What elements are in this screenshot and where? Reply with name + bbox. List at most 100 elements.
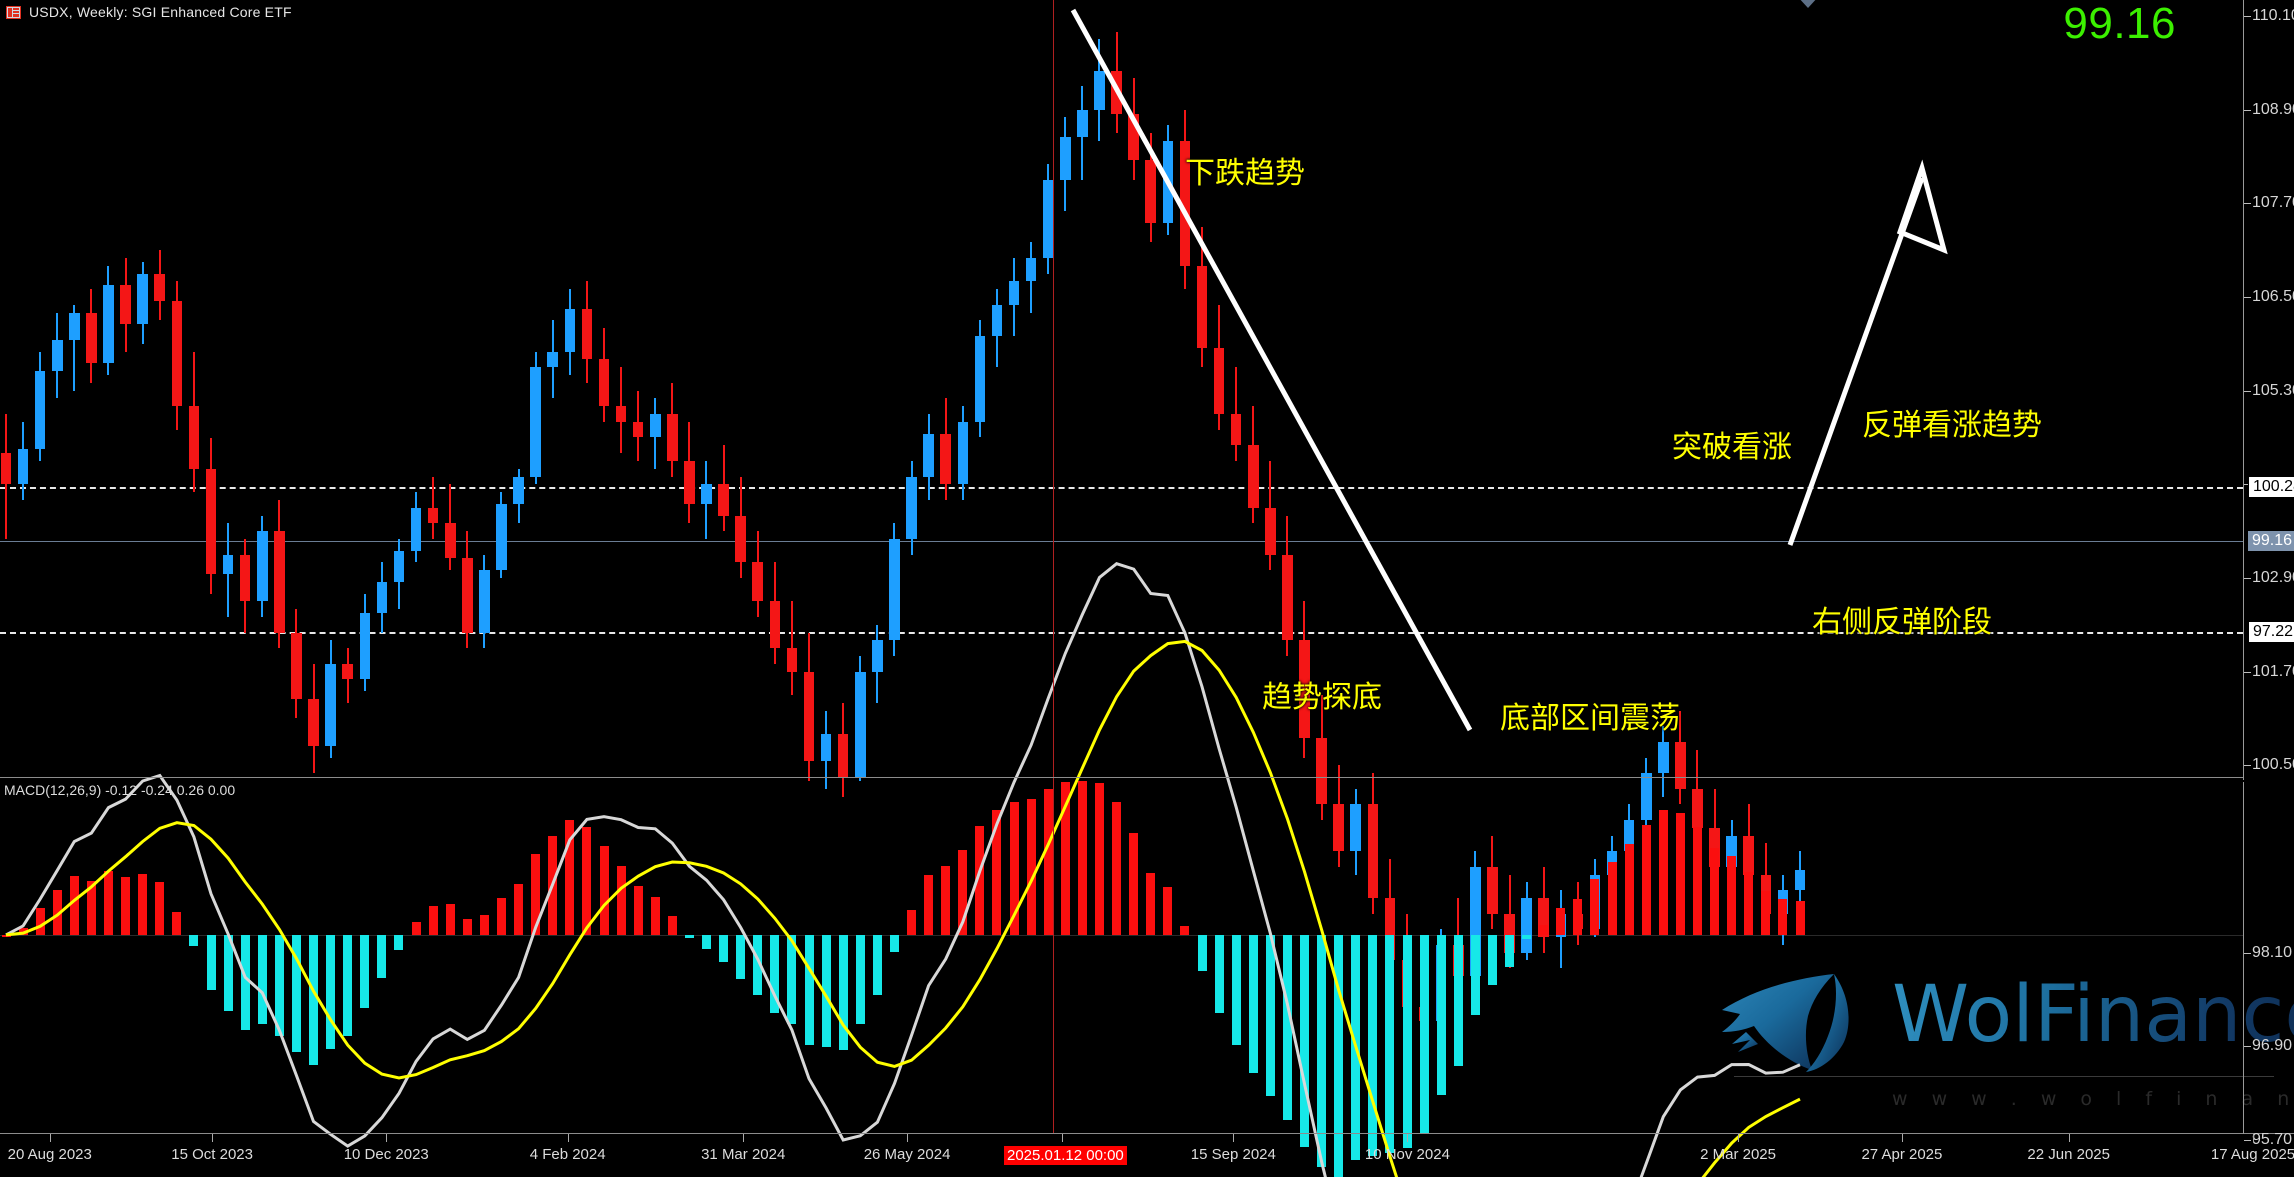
candle-body	[598, 359, 610, 407]
candle-body	[1367, 804, 1379, 898]
macd-histogram-bar	[69, 876, 79, 935]
macd-histogram-bar	[1573, 898, 1583, 935]
candlestick	[308, 663, 319, 774]
price-axis-label: 96.90	[2252, 1037, 2293, 1054]
macd-histogram-bar	[1146, 872, 1156, 935]
date-axis-tick	[1062, 1134, 1064, 1142]
candlestick	[1162, 125, 1174, 235]
macd-histogram-bar	[257, 934, 267, 1024]
macd-histogram-bar	[1487, 934, 1497, 985]
candle-body	[530, 367, 541, 477]
candlestick	[1282, 515, 1293, 657]
price-axis-label: 108.90	[2252, 101, 2294, 118]
macd-histogram-bar	[1351, 934, 1361, 1161]
candle-body	[1145, 160, 1157, 223]
candlestick	[786, 601, 798, 696]
macd-histogram-bar	[975, 826, 985, 935]
macd-histogram-bar	[633, 886, 643, 935]
candlestick	[837, 702, 849, 797]
page-title: USDX, Weekly: SGI Enhanced Core ETF	[29, 4, 292, 20]
macd-histogram-bar	[838, 934, 848, 1050]
candlestick	[598, 328, 610, 422]
macd-histogram-bar	[702, 934, 711, 949]
date-axis-tick	[1738, 1134, 1740, 1142]
candlestick	[1350, 788, 1362, 875]
date-axis-label: 20 Aug 2023	[7, 1146, 92, 1163]
macd-histogram-bar	[309, 934, 319, 1066]
candle-body	[906, 476, 917, 539]
candle-body	[854, 671, 866, 778]
macd-histogram-bar	[138, 874, 148, 935]
macd-histogram-bar	[565, 820, 575, 935]
candle-body	[1060, 136, 1071, 180]
annotation-rebound-bullish: 反弹看涨趋势	[1862, 408, 2042, 443]
pane-divider-bottom	[0, 1133, 2294, 1134]
candle-body	[1640, 773, 1652, 820]
candlestick	[103, 265, 114, 376]
candle-body	[837, 734, 849, 778]
price-axis-tick	[2244, 765, 2251, 766]
macd-histogram-bar	[18, 927, 28, 935]
candlestick	[1128, 78, 1139, 180]
candle-body	[1213, 347, 1225, 415]
macd-histogram-bar	[1556, 908, 1566, 935]
macd-histogram-bar	[1539, 925, 1549, 935]
candle-body	[1162, 140, 1174, 223]
level-price-badge[interactable]: 100.28	[2248, 476, 2294, 498]
macd-histogram-bar	[1, 934, 11, 937]
candle-body	[1008, 281, 1020, 305]
price-axis-tick	[2244, 953, 2251, 954]
macd-histogram-bar	[1710, 847, 1720, 935]
candle-body	[957, 421, 969, 485]
macd-histogram-bar	[360, 934, 370, 1008]
level-price-badge[interactable]: 97.22	[2248, 621, 2294, 643]
pane-divider-top	[0, 777, 2243, 778]
macd-pane[interactable]	[0, 782, 2243, 1132]
candle-body	[923, 433, 934, 477]
price-axis-rail	[2243, 0, 2244, 780]
candle-body	[786, 648, 798, 672]
candle-body	[1265, 507, 1276, 555]
candlestick	[530, 351, 541, 485]
candlestick	[906, 460, 917, 555]
macd-histogram-bar	[479, 914, 489, 935]
price-pane[interactable]	[0, 24, 2243, 774]
current-price-badge[interactable]: 99.16	[2248, 531, 2294, 551]
candle-body	[239, 554, 251, 602]
macd-histogram-bar	[496, 898, 506, 935]
candlestick	[752, 531, 764, 618]
candle-body	[342, 663, 353, 680]
candlestick	[1196, 226, 1208, 368]
macd-histogram-bar	[770, 934, 780, 1013]
candle-body	[256, 531, 268, 602]
date-axis-label: 17 Aug 2025	[2210, 1146, 2294, 1163]
macd-histogram-bar	[1692, 827, 1702, 935]
candlestick	[0, 414, 12, 539]
candlestick	[154, 250, 166, 321]
candlestick	[735, 476, 746, 578]
macd-histogram-bar	[787, 934, 797, 1025]
macd-histogram-bar	[411, 921, 421, 935]
candle-body	[0, 453, 12, 485]
macd-histogram-bar	[1607, 861, 1617, 935]
candle-body	[1042, 179, 1054, 258]
candlestick	[69, 304, 80, 391]
macd-histogram-bar	[1658, 809, 1668, 935]
macd-histogram-bar	[753, 934, 763, 996]
macd-histogram-bar	[1761, 891, 1771, 935]
candle-body	[1077, 109, 1088, 137]
price-axis-tick	[2244, 110, 2251, 111]
candle-body	[120, 285, 131, 325]
macd-histogram-bar	[941, 865, 951, 935]
date-axis-label: 4 Feb 2024	[529, 1146, 606, 1163]
candle-body	[154, 273, 166, 301]
candle-body	[872, 640, 883, 672]
macd-histogram-bar	[1163, 886, 1173, 935]
macd-histogram-bar	[1129, 832, 1139, 935]
macd-histogram-bar	[86, 881, 96, 935]
candlestick	[1094, 39, 1105, 141]
date-axis-tick	[2068, 1134, 2070, 1142]
macd-histogram-bar	[1505, 934, 1515, 967]
candle-body	[376, 581, 388, 614]
candlestick	[188, 351, 200, 493]
